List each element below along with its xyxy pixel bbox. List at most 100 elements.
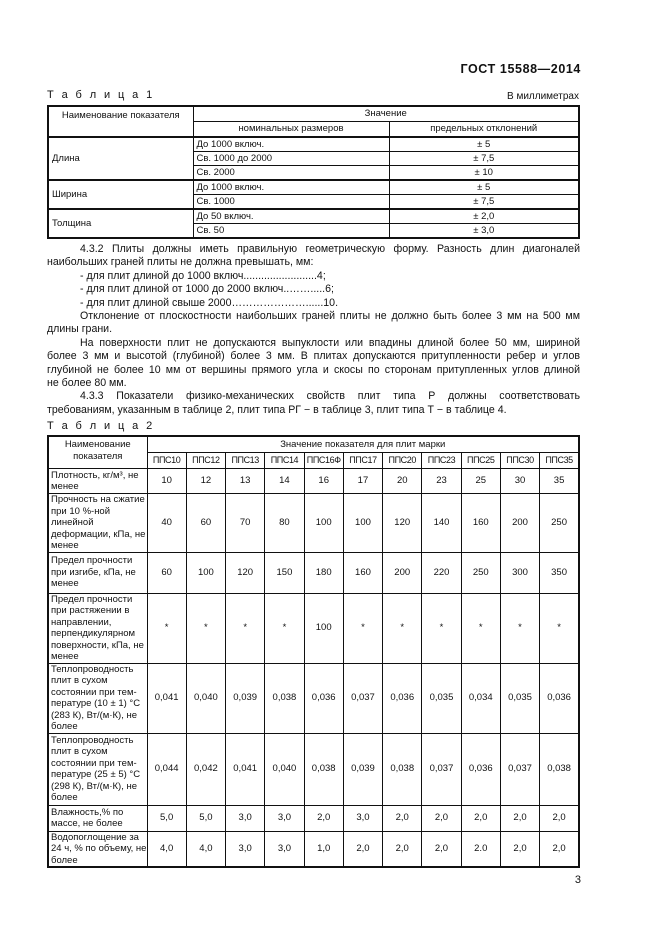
table-2: Наименование показателя Значение показат… [47,435,580,868]
cell-value: 0,038 [264,662,305,734]
cell-value: 120 [225,551,266,594]
row-name: Длина [47,136,194,181]
text-line: - для плит длиной свыше 2000………………….....… [80,296,339,309]
cell-value: 60 [185,493,227,553]
brand-header: ППС10 [146,452,187,469]
cell-value: 100 [303,493,344,553]
cell-value: 0,036 [303,662,344,734]
cell-value: 100 [185,551,227,594]
cell-value: 0,037 [499,732,541,806]
deviation: ± 3,0 [388,223,580,239]
row-label: Влажность,% по массе, не более [47,804,148,832]
cell-value: 160 [342,551,384,594]
text-line: длины грани. [47,323,113,336]
cell-value: 160 [460,493,501,553]
cell-value: * [185,592,227,664]
brand-header: ППС25 [460,452,501,469]
cell-value: 4,0 [146,830,187,868]
nominal-size: До 1000 включ. [192,179,390,195]
brand-header: ППС30 [499,452,541,469]
cell-value: 0,039 [225,662,266,734]
text-line: На поверхности плит не допускаются выпук… [80,336,580,349]
cell-value: 250 [539,493,580,553]
cell-value: 30 [499,468,541,494]
cell-value: 120 [382,493,423,553]
cell-value: 250 [460,551,501,594]
deviation: ± 7,5 [388,194,580,210]
header-value: Значение показателя для плит марки [146,435,580,453]
cell-value: 23 [421,468,462,494]
nominal-size: Св. 2000 [192,165,390,181]
nominal-size: Св. 1000 до 2000 [192,151,390,166]
brand-header: ППС16Ф [303,452,344,469]
cell-value: 0,044 [146,732,187,806]
cell-value: 3,0 [225,804,266,832]
cell-value: 0,038 [303,732,344,806]
header-name: Наименование показателя [47,105,194,138]
nominal-size: Св. 50 [192,223,390,239]
deviation: ± 10 [388,165,580,181]
page-number: 3 [574,874,581,886]
cell-value: 16 [303,468,344,494]
cell-value: 2,0 [539,830,580,868]
row-label: Предел прочности при растяжении в направ… [47,592,148,664]
cell-value: * [342,592,384,664]
table-row: Предел прочности при изгибе, кПа, не мен… [47,551,580,594]
cell-value: 2.0 [460,830,501,868]
table-row: Плотность, кг/м³, не менее 10 12 13 14 16 17 20… [47,468,580,494]
row-label: Водопоглощение за 24 ч, % по объему, не … [47,830,148,868]
table2-caption: Т а б л и ц а 2 [47,420,155,432]
cell-value: * [146,592,187,664]
text-line: более 3 мм и высотой (глубиной) более 3 … [47,350,580,363]
nominal-size: Св. 1000 [192,194,390,210]
table-row: Водопоглощение за 24 ч, % по объему, не … [47,830,580,868]
brand-header: ППС20 [382,452,423,469]
row-name: Толщина [47,208,194,239]
table-row: Ширина До 1000 включ. ± 5 [47,179,580,210]
cell-value: 2,0 [421,804,462,832]
table-row: Длина До 1000 включ. ± 5 [47,136,580,181]
deviation: ± 5 [388,179,580,195]
cell-value: 0,034 [460,662,501,734]
cell-value: 25 [460,468,501,494]
cell-value: * [421,592,462,664]
deviation: ± 7,5 [388,151,580,166]
table-row: Прочность на сжатие при 10 %-ной линейно… [47,493,580,553]
cell-value: 35 [539,468,580,494]
text-line: требованиям, указанным в таблице 2, плит… [47,403,507,416]
cell-value: 0,036 [539,662,580,734]
row-label: Теплопроводность плит в сухом состоянии … [47,662,148,734]
cell-value: 0,035 [421,662,462,734]
text-line: не более 80 мм. [47,377,127,390]
brand-header: ППС35 [539,452,580,469]
cell-value: 2,0 [382,804,423,832]
header-value: Значение [192,105,580,122]
cell-value: 0,039 [342,732,384,806]
cell-value: 12 [185,468,227,494]
cell-value: 40 [146,493,187,553]
cell-value: 14 [264,468,305,494]
text-line: 4.3.3 Показатели физико-механических сво… [80,390,580,403]
deviation: ± 5 [388,136,580,152]
cell-value: 2,0 [460,804,501,832]
cell-value: 2,0 [499,830,541,868]
cell-value: 0,036 [382,662,423,734]
cell-value: 0,041 [225,732,266,806]
table-row: Теплопроводность плит в сухом состоянии … [47,732,580,806]
table-row: Св. 1000 до 2000 ± 7,5 [48,151,580,166]
cell-value: 20 [382,468,423,494]
cell-value: 350 [539,551,580,594]
brand-header: ППС14 [264,452,305,469]
text-line: глубиной не более 10 мм от вершины прямо… [47,363,580,376]
cell-value: 1,0 [303,830,344,868]
row-label: Плотность, кг/м³, не менее [47,468,148,494]
cell-value: 220 [421,551,462,594]
cell-value: 100 [342,493,384,553]
cell-value: 80 [264,493,305,553]
table-row: Св. 2000 ± 10 [48,165,580,181]
table-row: Влажность,% по массе, не более 5,0 5,0 3,0 3… [47,804,580,832]
cell-value: 5,0 [185,804,227,832]
text-line: - для плит длиной до 1000 включ.........… [80,269,326,282]
cell-value: 4,0 [185,830,227,868]
cell-value: 2,0 [539,804,580,832]
